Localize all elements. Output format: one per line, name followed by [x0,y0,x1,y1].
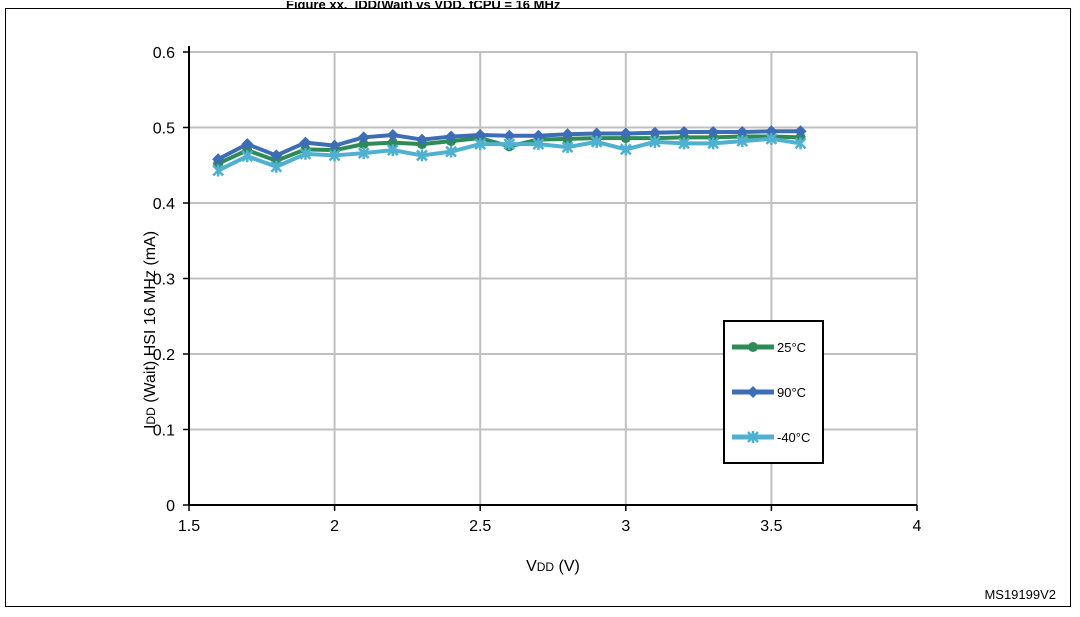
legend-label: 25°C [777,340,806,355]
figure-code: MS19199V2 [984,587,1056,602]
data-point [648,126,661,139]
data-point [503,129,516,142]
data-point [736,126,749,139]
data-point [241,138,254,151]
figure-frame: Figure xx. IDD(Wait) vs VDD, fCPU = 16 M… [5,1,1071,607]
legend-marker [748,342,758,352]
data-point [386,144,399,157]
data-point [416,149,428,162]
data-point [503,138,516,151]
data-point [357,147,370,160]
data-point [328,149,341,162]
legend-label: 90°C [777,385,806,400]
data-point [619,143,632,156]
data-point [212,153,225,166]
data-point [736,135,749,148]
data-point [445,130,458,143]
data-point [445,145,457,158]
data-point [474,138,487,151]
series-3 [212,132,807,177]
x-tick-label: 3 [621,518,630,535]
y-tick-label: 0.2 [153,347,175,364]
data-point [532,138,545,151]
x-tick-label: 2 [330,518,339,535]
data-point [270,149,283,162]
data-point [590,135,603,148]
legend-label: -40°C [777,430,810,445]
y-tick-label: 0.5 [153,121,175,138]
data-point [241,150,254,163]
x-tick-label: 4 [913,518,922,535]
data-point [299,136,312,149]
figure-title-fragment: Figure xx. IDD(Wait) vs VDD, fCPU = 16 M… [286,1,561,9]
legend-marker [747,386,759,398]
data-point [678,126,691,139]
legend: 25°C 90°C -40°C [723,320,824,464]
x-tick-label: 3.5 [760,518,782,535]
data-point [649,135,661,148]
data-point [212,164,225,177]
data-point [270,160,283,173]
y-tick-label: 0.3 [153,272,175,289]
data-point [678,137,690,150]
data-point [386,129,399,142]
axes [183,46,918,511]
data-point [387,137,398,148]
y-tick-label: 0.6 [153,45,175,62]
data-point [415,133,428,146]
data-point [590,127,603,140]
data-point [532,129,545,142]
tick-labels: 1.5 2 2.5 3 3.5 4 0 0.1 0.2 0.3 0.4 0.5 0.6 [153,45,922,535]
x-axis-label: VDD (V) [526,558,580,575]
data-point [619,127,632,140]
y-tick-label: 0.4 [153,196,175,213]
x-tick-label: 2.5 [469,518,491,535]
data-point [765,132,778,145]
data-point [357,131,370,144]
series-2 [212,125,807,166]
data-point [474,129,487,142]
data-point [794,137,807,150]
y-tick-label: 0.1 [153,423,175,440]
data-point [561,128,574,141]
data-point [561,141,574,154]
y-axis-label: IDD (Wait) HSI 16 MHz (mA) [142,231,159,429]
y-tick-label: 0 [166,498,175,515]
data-point [794,125,807,138]
data-point [299,147,312,160]
data-point [707,126,720,139]
data-point [328,139,341,152]
x-tick-label: 1.5 [178,518,200,535]
data-point [358,139,369,150]
data-point [707,137,720,150]
series-group [212,125,807,177]
legend-marker [747,431,759,443]
